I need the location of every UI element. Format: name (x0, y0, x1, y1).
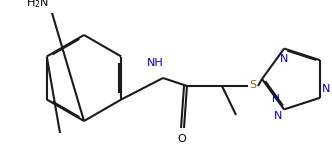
Text: H: H (272, 94, 280, 104)
Text: O: O (178, 134, 186, 144)
Text: H$_2$N: H$_2$N (26, 0, 49, 10)
Text: N: N (322, 84, 330, 94)
Text: N: N (280, 54, 288, 64)
Text: S: S (249, 80, 257, 90)
Text: NH: NH (147, 58, 163, 68)
Text: N: N (274, 111, 282, 121)
